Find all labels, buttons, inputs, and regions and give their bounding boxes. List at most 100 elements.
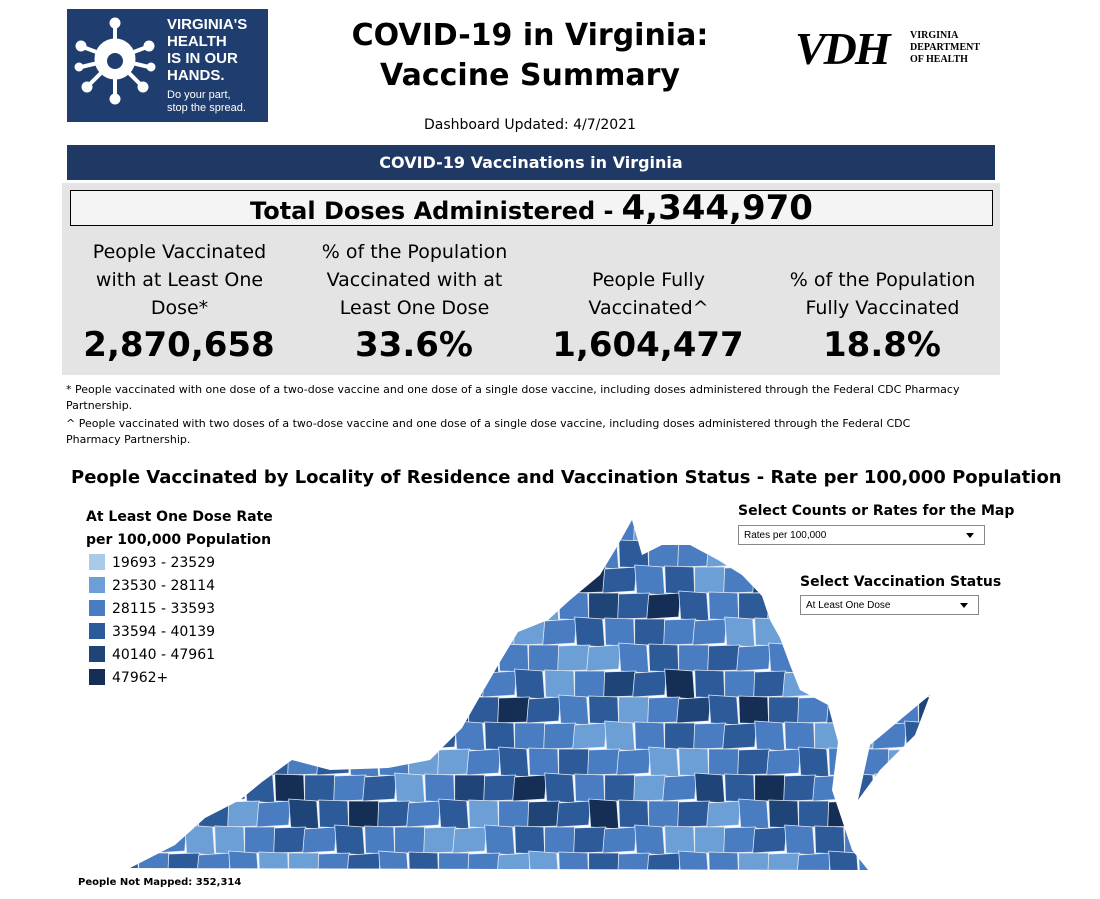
dropdown[interactable]: At Least One Dose: [800, 595, 979, 615]
locality: [242, 618, 278, 646]
locality: [438, 852, 470, 870]
locality: [648, 800, 680, 828]
legend-swatch: [89, 600, 105, 616]
locality: [588, 798, 620, 830]
locality: [454, 774, 486, 802]
locality: [694, 669, 726, 699]
locality: [935, 825, 965, 855]
locality: [544, 520, 576, 544]
locality: [304, 520, 336, 542]
locality: [138, 852, 170, 870]
locality: [558, 591, 590, 621]
locality: [875, 877, 905, 899]
locality: [918, 799, 930, 829]
locality: [902, 826, 930, 854]
locality: [332, 670, 368, 698]
locality: [364, 825, 396, 855]
locality: [364, 565, 396, 595]
locality: [274, 670, 306, 698]
control-label: Select Counts or Rates for the Map: [738, 503, 1015, 519]
locality: [393, 722, 427, 750]
locality: [707, 644, 741, 672]
locality: [888, 852, 920, 870]
legend-label: 33594 - 40139: [112, 624, 216, 640]
locality: [214, 825, 246, 855]
page-title: Vaccine Summary: [380, 58, 680, 93]
locality: [95, 773, 125, 803]
total-box: Total Doses Administered -4,344,970: [70, 190, 993, 226]
locality: [662, 520, 698, 542]
locality: [874, 773, 906, 803]
locality: [588, 695, 620, 725]
locality: [514, 879, 546, 899]
locality: [632, 670, 668, 698]
locality: [844, 669, 876, 699]
locality: [408, 694, 440, 726]
locality: [604, 720, 636, 752]
footnote: * People vaccinated with one dose of a t…: [66, 383, 960, 412]
locality: [527, 800, 561, 828]
logo: VIRGINIA'S HEALTH IS IN OUR HANDS. Do yo…: [67, 9, 268, 122]
locality: [454, 720, 486, 752]
locality: [694, 566, 726, 594]
locality: [257, 644, 291, 672]
map-title: People Vaccinated by Locality of Residen…: [71, 467, 1062, 488]
locality: [305, 878, 335, 899]
locality: [575, 877, 605, 899]
locality: [258, 694, 290, 726]
locality: [647, 696, 681, 724]
locality: [662, 774, 698, 802]
locality: [302, 826, 338, 854]
locality: [918, 642, 930, 674]
locality: [362, 774, 398, 802]
control-label: Select Vaccination Status: [800, 574, 1002, 590]
vdh-name: VIRGINIA: [910, 30, 959, 41]
locality: [408, 851, 440, 870]
locality: [694, 826, 726, 854]
locality: [408, 748, 440, 776]
locality: [844, 826, 876, 854]
locality: [754, 774, 786, 802]
locality: [543, 879, 577, 899]
locality: [377, 800, 411, 828]
locality: [663, 618, 697, 646]
locality: [874, 670, 906, 698]
locality: [678, 747, 710, 777]
locality: [617, 592, 651, 620]
locality: [288, 695, 320, 725]
locality: [826, 696, 862, 724]
locality: [348, 643, 380, 673]
locality: [286, 644, 322, 672]
legend-swatch: [89, 623, 105, 639]
locality: [934, 775, 966, 801]
locality: [903, 670, 930, 698]
locality: [798, 643, 830, 673]
locality: [364, 879, 396, 899]
locality: [708, 748, 740, 776]
legend-label: 19693 - 23529: [112, 555, 216, 571]
locality: [364, 668, 396, 700]
locality: [333, 774, 367, 802]
locality: [692, 618, 728, 646]
locality: [677, 540, 711, 568]
locality: [693, 722, 727, 750]
locality: [258, 851, 290, 870]
dropdown[interactable]: Rates per 100,000: [738, 525, 985, 545]
locality: [544, 772, 576, 804]
locality: [544, 826, 576, 854]
legend-label: 23530 - 28114: [112, 578, 216, 594]
locality: [197, 696, 231, 724]
locality: [484, 618, 516, 646]
locality: [183, 774, 217, 802]
locality: [708, 591, 740, 621]
logo-text: HANDS.: [167, 67, 225, 84]
locality: [738, 852, 770, 870]
locality: [617, 852, 651, 870]
locality: [334, 618, 366, 646]
locality: [452, 566, 488, 594]
locality: [634, 618, 666, 646]
locality: [468, 696, 500, 724]
locality: [905, 878, 935, 899]
